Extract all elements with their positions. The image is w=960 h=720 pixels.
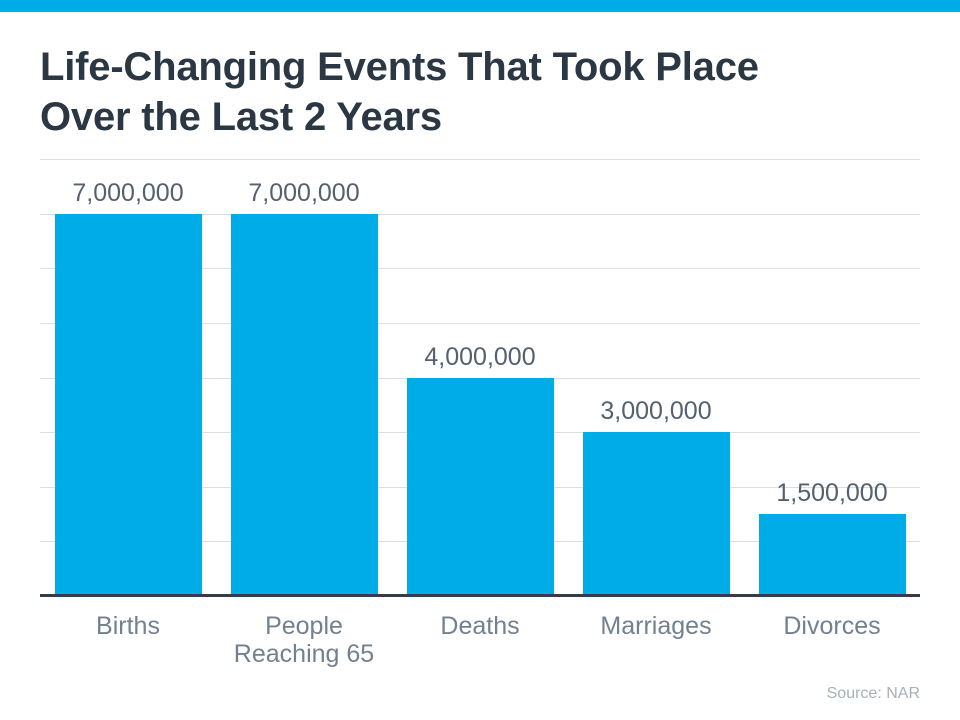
bar-value-label: 7,000,000	[72, 178, 184, 207]
x-axis-label: Births	[96, 612, 160, 640]
gridline	[40, 213, 920, 215]
bar	[54, 213, 202, 596]
bar-value-label: 7,000,000	[248, 178, 360, 207]
bar-group: 1,500,000 Divorces	[744, 159, 920, 640]
gridline	[40, 322, 920, 324]
top-accent-bar	[0, 0, 960, 12]
bar-value-label: 3,000,000	[600, 397, 712, 426]
bar	[406, 377, 554, 596]
bar-group: 3,000,000 Marriages	[568, 159, 744, 640]
gridline	[40, 159, 920, 160]
bar-value-label: 4,000,000	[424, 342, 536, 371]
bar-chart-plot-area: 7,000,000 Births 7,000,000 People Reaching …	[40, 159, 920, 668]
x-axis-label: People Reaching 65	[233, 612, 375, 668]
gridline	[40, 268, 920, 270]
bar-group: 7,000,000 People Reaching 65	[216, 159, 392, 668]
bar-group: 7,000,000 Births	[40, 159, 216, 640]
chart-title-line1: Life-Changing Events That Took Place	[40, 45, 759, 89]
bar	[230, 213, 378, 596]
bar	[582, 432, 730, 596]
x-axis-label: Deaths	[440, 612, 520, 640]
chart-title: Life-Changing Events That Took Place Ove…	[40, 42, 759, 142]
x-axis-line	[40, 594, 920, 597]
bar-group: 4,000,000 Deaths	[392, 159, 568, 640]
bar-value-label: 1,500,000	[776, 479, 888, 508]
x-axis-label: Divorces	[783, 612, 881, 640]
source-note: Source: NAR	[826, 685, 920, 702]
chart-title-line2: Over the Last 2 Years	[40, 95, 442, 139]
x-axis-label: Marriages	[600, 612, 712, 640]
bar	[758, 514, 906, 596]
